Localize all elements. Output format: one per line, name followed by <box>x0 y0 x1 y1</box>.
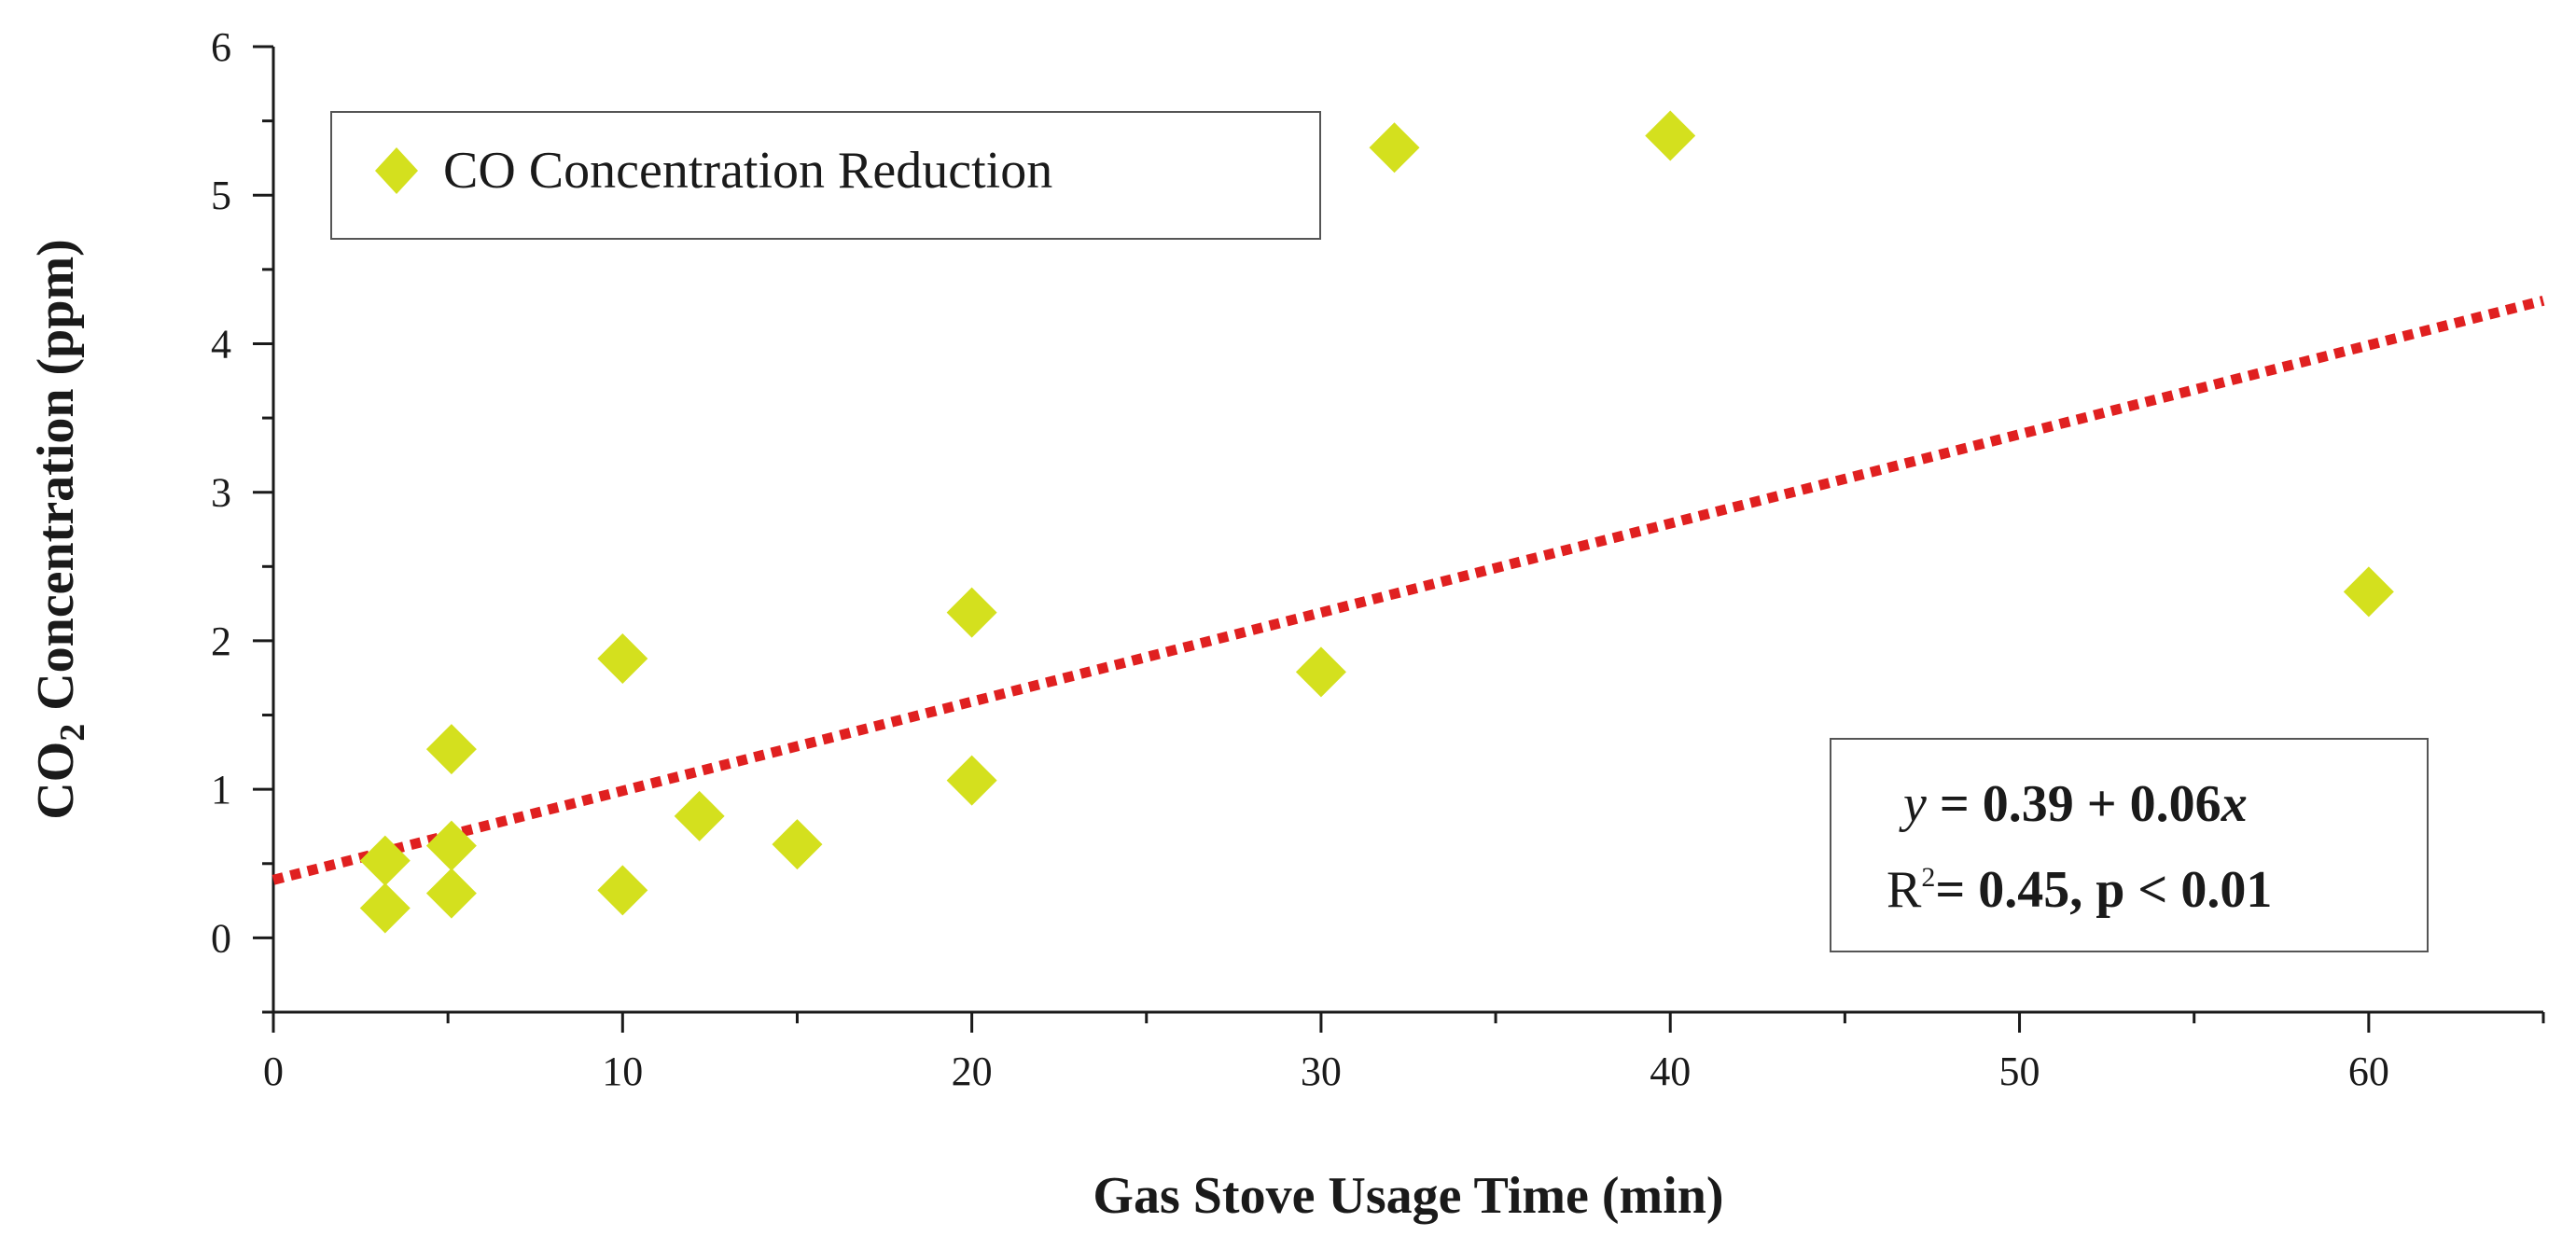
y-axis-ticks: 0 1 2 3 4 5 6 <box>211 24 273 1014</box>
x-axis-title: Gas Stove Usage Time (min) <box>1093 1167 1723 1225</box>
y-axis-title-main: CO <box>27 742 85 820</box>
data-point-diamond <box>425 820 477 871</box>
x-tick-label: 50 <box>1999 1049 2040 1094</box>
x-tick-label: 0 <box>263 1049 284 1094</box>
equation-coefficients: = 0.39 + 0.06 <box>1927 775 2221 833</box>
data-point-diamond <box>674 790 725 841</box>
data-point-diamond <box>597 633 648 685</box>
data-point-diamond <box>2343 566 2394 618</box>
data-point-diamond <box>359 882 411 934</box>
data-point-diamond <box>1369 122 1420 174</box>
regression-stats: R2= 0.45, p < 0.01 <box>1887 861 2272 919</box>
trendline-layer <box>272 295 2545 885</box>
data-point-diamond <box>946 587 997 638</box>
r-squared-r: R <box>1887 861 1922 919</box>
y-tick-label: 1 <box>211 767 231 812</box>
x-axis-ticks: 0 10 20 30 40 50 60 <box>263 1012 2545 1094</box>
y-tick-label: 0 <box>211 915 231 961</box>
legend-box <box>330 111 1321 240</box>
x-tick-label: 20 <box>952 1049 993 1094</box>
equation-y-symbol: y <box>1899 775 1927 833</box>
annotation-box <box>1830 738 2429 952</box>
x-tick-label: 10 <box>602 1049 643 1094</box>
x-tick-label: 30 <box>1301 1049 1342 1094</box>
y-axis-title: CO2 Concentration (ppm) <box>27 239 92 820</box>
data-point-diamond <box>359 835 411 886</box>
data-point-diamond <box>1295 646 1346 698</box>
y-axis-title-subscript: 2 <box>53 724 92 742</box>
data-points <box>359 110 2394 934</box>
r-squared-superscript: 2 <box>1921 862 1935 893</box>
legend-marker-diamond-icon <box>375 147 418 194</box>
legend-label: CO Concentration Reduction <box>443 142 1052 200</box>
data-point-diamond <box>425 724 477 775</box>
data-point-diamond <box>772 819 823 870</box>
equation-x-symbol: x <box>2221 775 2248 833</box>
regression-annotation: y = 0.39 + 0.06x R2= 0.45, p < 0.01 <box>1830 738 2429 952</box>
x-tick-label: 60 <box>2348 1049 2389 1094</box>
y-tick-label: 2 <box>211 618 231 664</box>
data-point-diamond <box>425 868 477 919</box>
trendline <box>272 295 2545 885</box>
y-tick-label: 3 <box>211 470 231 516</box>
x-tick-label: 40 <box>1650 1049 1691 1094</box>
y-axis-title-rest: Concentration (ppm) <box>27 239 85 724</box>
data-point-diamond <box>597 865 648 916</box>
data-point-diamond <box>1645 110 1696 161</box>
legend: CO Concentration Reduction <box>330 111 1321 240</box>
axes: 0 10 20 30 40 50 60 0 1 2 3 4 5 6 <box>211 24 2545 1094</box>
data-point-diamond <box>946 755 997 806</box>
y-tick-label: 5 <box>211 173 231 218</box>
regression-equation: y = 0.39 + 0.06x <box>1899 775 2248 833</box>
y-tick-label: 4 <box>211 321 231 367</box>
r-squared-value: = 0.45, p < 0.01 <box>1935 861 2272 919</box>
y-tick-label: 6 <box>211 24 231 70</box>
